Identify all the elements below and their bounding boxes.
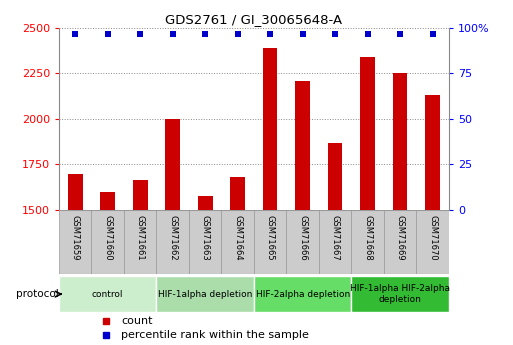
Text: GSM71665: GSM71665 — [266, 215, 274, 261]
Text: GSM71669: GSM71669 — [396, 215, 405, 261]
Bar — [351, 276, 449, 312]
Bar — [286, 210, 319, 274]
Bar — [425, 95, 440, 210]
Bar — [165, 119, 180, 210]
Text: GSM71661: GSM71661 — [136, 215, 145, 261]
Bar — [360, 57, 375, 210]
Bar — [254, 276, 351, 312]
Bar — [59, 210, 91, 274]
Text: GSM71662: GSM71662 — [168, 215, 177, 261]
Bar — [101, 192, 115, 210]
Bar — [263, 48, 278, 210]
Title: GDS2761 / GI_30065648-A: GDS2761 / GI_30065648-A — [165, 13, 343, 27]
Bar — [68, 174, 83, 210]
Text: HIF-1alpha depletion: HIF-1alpha depletion — [158, 289, 252, 298]
Text: HIF-1alpha HIF-2alpha
depletion: HIF-1alpha HIF-2alpha depletion — [350, 284, 450, 304]
Text: GSM71664: GSM71664 — [233, 215, 242, 261]
Bar — [328, 142, 343, 210]
Bar — [393, 73, 407, 210]
Bar — [156, 210, 189, 274]
Text: GSM71668: GSM71668 — [363, 215, 372, 261]
Text: GSM71667: GSM71667 — [331, 215, 340, 261]
Bar — [230, 177, 245, 210]
Bar — [189, 210, 222, 274]
Bar — [124, 210, 156, 274]
Bar — [156, 276, 254, 312]
Text: GSM71659: GSM71659 — [71, 215, 80, 261]
Text: protocol: protocol — [16, 289, 59, 299]
Bar — [91, 210, 124, 274]
Bar — [351, 210, 384, 274]
Bar — [319, 210, 351, 274]
Bar — [59, 276, 156, 312]
Text: HIF-2alpha depletion: HIF-2alpha depletion — [255, 289, 350, 298]
Bar — [222, 210, 254, 274]
Bar — [384, 210, 417, 274]
Text: control: control — [92, 289, 124, 298]
Bar — [417, 210, 449, 274]
Bar — [133, 180, 148, 210]
Text: percentile rank within the sample: percentile rank within the sample — [122, 330, 309, 340]
Text: GSM71670: GSM71670 — [428, 215, 437, 261]
Text: GSM71666: GSM71666 — [298, 215, 307, 261]
Text: GSM71660: GSM71660 — [103, 215, 112, 261]
Text: count: count — [122, 316, 153, 326]
Bar — [295, 80, 310, 210]
Bar — [254, 210, 286, 274]
Bar — [198, 196, 212, 210]
Text: GSM71663: GSM71663 — [201, 215, 210, 261]
